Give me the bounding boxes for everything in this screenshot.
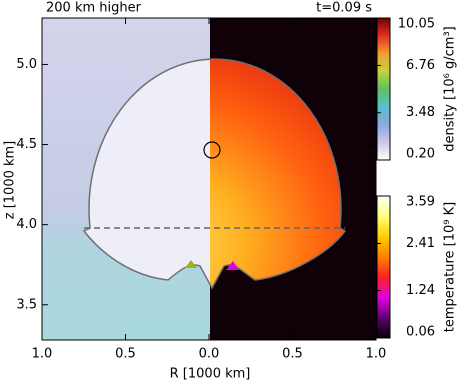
colorbar-tick-label: 3.48 (406, 105, 435, 120)
colorbar-label: density [10⁶ g/cm³] (443, 26, 458, 151)
colorbar-tick-label: 3.59 (406, 195, 435, 210)
x-axis-label: R [1000 km] (170, 367, 251, 382)
marker-circle (203, 141, 221, 159)
x-tick-label: 0.0 (199, 347, 220, 362)
x-tick-label: 0.5 (115, 347, 136, 362)
colorbar-tick-label: 0.06 (406, 325, 435, 340)
colorbar (376, 17, 391, 161)
colorbar-label: temperature [10⁹ K] (443, 202, 458, 332)
colorbar-tick-label: 2.41 (406, 236, 435, 251)
colorbar (376, 195, 391, 339)
y-tick-label: 4.0 (16, 217, 37, 232)
x-tick-label: 0.5 (282, 347, 303, 362)
colorbar-tick-label: 1.24 (406, 283, 435, 298)
x-tick-label: 1.0 (366, 347, 387, 362)
y-tick-label: 5.0 (16, 57, 37, 72)
colorbar-tick-label: 0.20 (406, 147, 435, 162)
y-tick-label: 3.5 (16, 297, 37, 312)
annotation: 200 km higher (46, 1, 142, 16)
y-tick-label: 4.5 (16, 137, 37, 152)
temperature-panel (210, 18, 376, 340)
colorbar-tick-label: 10.05 (398, 17, 435, 32)
colorbar-tick-label: 6.76 (406, 58, 435, 73)
y-axis-label: z [1000 km] (3, 141, 18, 220)
annotation: t=0.09 s (316, 1, 372, 16)
x-tick-label: 1.0 (32, 347, 53, 362)
